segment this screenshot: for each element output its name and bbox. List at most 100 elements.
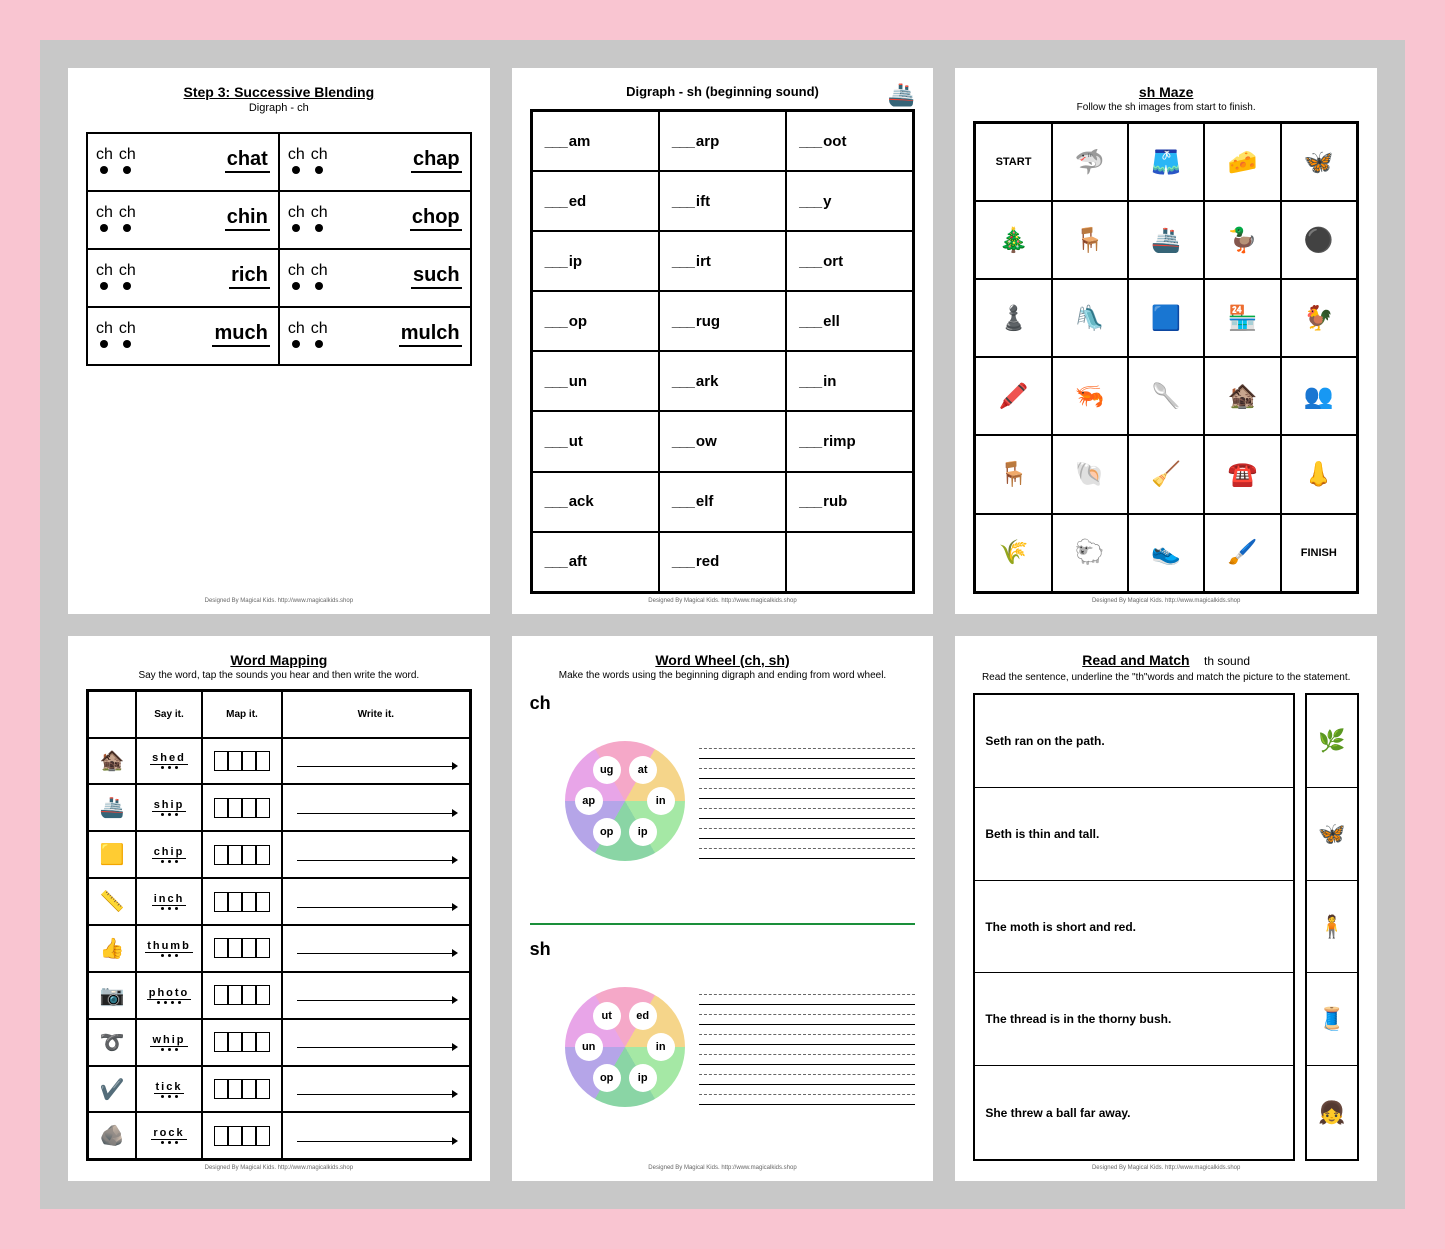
- maze-cell: 🏚️: [1204, 357, 1280, 435]
- read-match-wrap: Seth ran on the path.Beth is thin and ta…: [973, 693, 1359, 1162]
- sheet-word-mapping: Word Mapping Say the word, tap the sound…: [68, 636, 490, 1182]
- map-writeline: [282, 831, 470, 878]
- sh-cell: ___rug: [659, 291, 786, 351]
- picture-cell: 🧵: [1307, 973, 1357, 1066]
- map-header: [88, 691, 136, 738]
- sh-cell: ___ack: [532, 472, 659, 532]
- sheet3-subtitle: Follow the sh images from start to finis…: [973, 102, 1359, 113]
- map-word: photo: [136, 972, 202, 1019]
- blend-cell: ch ch much: [87, 307, 279, 365]
- map-boxes: [202, 878, 282, 925]
- maze-cell: 🖍️: [975, 357, 1051, 435]
- map-word: inch: [136, 878, 202, 925]
- sentence-row: Seth ran on the path.: [975, 695, 1293, 788]
- sheet-read-match: Read and Match th sound Read the sentenc…: [955, 636, 1377, 1182]
- worksheet-grid: Step 3: Successive Blending Digraph - ch…: [68, 68, 1377, 1181]
- map-writeline: [282, 1066, 470, 1113]
- sh-cell: ___oot: [786, 111, 913, 171]
- map-word: tick: [136, 1066, 202, 1113]
- map-writeline: [282, 878, 470, 925]
- blend-cell: ch ch chin: [87, 191, 279, 249]
- sh-cell: ___ark: [659, 351, 786, 411]
- map-icon: 📏: [88, 878, 136, 925]
- map-boxes: [202, 831, 282, 878]
- picture-cell: 🧍: [1307, 881, 1357, 974]
- map-boxes: [202, 972, 282, 1019]
- map-boxes: [202, 1112, 282, 1159]
- sh-cell: ___irt: [659, 231, 786, 291]
- sheet-maze: sh Maze Follow the sh images from start …: [955, 68, 1377, 614]
- sh-cell: ___ell: [786, 291, 913, 351]
- map-word: chip: [136, 831, 202, 878]
- sheet5-title: Word Wheel (ch, sh): [530, 652, 916, 668]
- picture-cell: 🌿: [1307, 695, 1357, 788]
- wheel: edinipopunut: [565, 987, 685, 1107]
- maze-cell: 🦈: [1052, 123, 1128, 201]
- map-word: whip: [136, 1019, 202, 1066]
- maze-cell: ♟️: [975, 279, 1051, 357]
- maze-cell: 🖌️: [1204, 514, 1280, 592]
- map-icon: 🟨: [88, 831, 136, 878]
- sentences-col: Seth ran on the path.Beth is thin and ta…: [973, 693, 1295, 1162]
- map-boxes: [202, 738, 282, 785]
- sheet6-subtitle: Read the sentence, underline the "th"wor…: [973, 672, 1359, 683]
- wheel-block: sh edinipopunut: [530, 933, 916, 1161]
- sentence-row: The moth is short and red.: [975, 881, 1293, 974]
- maze-cell: 🦐: [1052, 357, 1128, 435]
- sheet-digraph-sh: Digraph - sh (beginning sound) 🚢 ___am__…: [512, 68, 934, 614]
- map-boxes: [202, 784, 282, 831]
- sh-table: ___am___arp___oot___ed___ift___y___ip___…: [530, 109, 916, 594]
- footer-text: Designed By Magical Kids. http://www.mag…: [530, 1161, 916, 1171]
- wheel-lines: [699, 989, 916, 1105]
- sheet2-title: Digraph - sh (beginning sound): [530, 84, 916, 99]
- map-icon: 📷: [88, 972, 136, 1019]
- footer-text: Designed By Magical Kids. http://www.mag…: [86, 1161, 472, 1171]
- picture-cell: 🦋: [1307, 788, 1357, 881]
- maze-cell: 🪑: [1052, 201, 1128, 279]
- wheel-label: sh: [530, 939, 551, 960]
- sh-cell: ___y: [786, 171, 913, 231]
- maze-cell: 🌾: [975, 514, 1051, 592]
- blend-cell: ch ch rich: [87, 249, 279, 307]
- maze-cell: 🩳: [1128, 123, 1204, 201]
- map-icon: 🚢: [88, 784, 136, 831]
- maze-cell: 🟦: [1128, 279, 1204, 357]
- map-header: Map it.: [202, 691, 282, 738]
- map-icon: 👍: [88, 925, 136, 972]
- wheel: atinipopapug: [565, 741, 685, 861]
- map-boxes: [202, 1019, 282, 1066]
- wheel-area: ch atinipopapug sh edinipopunut: [530, 687, 916, 1162]
- map-writeline: [282, 1112, 470, 1159]
- maze-cell: 🚢: [1128, 201, 1204, 279]
- wheel-label: ch: [530, 693, 551, 714]
- sh-cell: ___ort: [786, 231, 913, 291]
- maze-cell: 🧀: [1204, 123, 1280, 201]
- maze-cell: 🦆: [1204, 201, 1280, 279]
- blend-cell: ch ch chop: [279, 191, 471, 249]
- map-header: Say it.: [136, 691, 202, 738]
- sh-cell: ___ed: [532, 171, 659, 231]
- maze-cell: 🎄: [975, 201, 1051, 279]
- footer-text: Designed By Magical Kids. http://www.mag…: [86, 594, 472, 604]
- map-writeline: [282, 738, 470, 785]
- blend-cell: ch ch such: [279, 249, 471, 307]
- sh-cell: ___ift: [659, 171, 786, 231]
- sentence-row: Beth is thin and tall.: [975, 788, 1293, 881]
- wheel-lines: [699, 743, 916, 859]
- sheet6-suffix: th sound: [1204, 654, 1250, 668]
- sh-cell: ___ip: [532, 231, 659, 291]
- maze-cell: FINISH: [1281, 514, 1357, 592]
- ship-icon: 🚢: [888, 82, 915, 108]
- map-boxes: [202, 925, 282, 972]
- map-writeline: [282, 1019, 470, 1066]
- sh-cell: ___un: [532, 351, 659, 411]
- map-word: rock: [136, 1112, 202, 1159]
- sheet6-heading: Read and Match th sound: [973, 652, 1359, 670]
- sh-cell: ___aft: [532, 532, 659, 592]
- blend-cell: ch ch chat: [87, 133, 279, 191]
- sh-cell: ___arp: [659, 111, 786, 171]
- pictures-col: 🌿🦋🧍🧵👧: [1305, 693, 1359, 1162]
- maze-cell: 🦋: [1281, 123, 1357, 201]
- sh-cell: ___ow: [659, 411, 786, 471]
- map-writeline: [282, 925, 470, 972]
